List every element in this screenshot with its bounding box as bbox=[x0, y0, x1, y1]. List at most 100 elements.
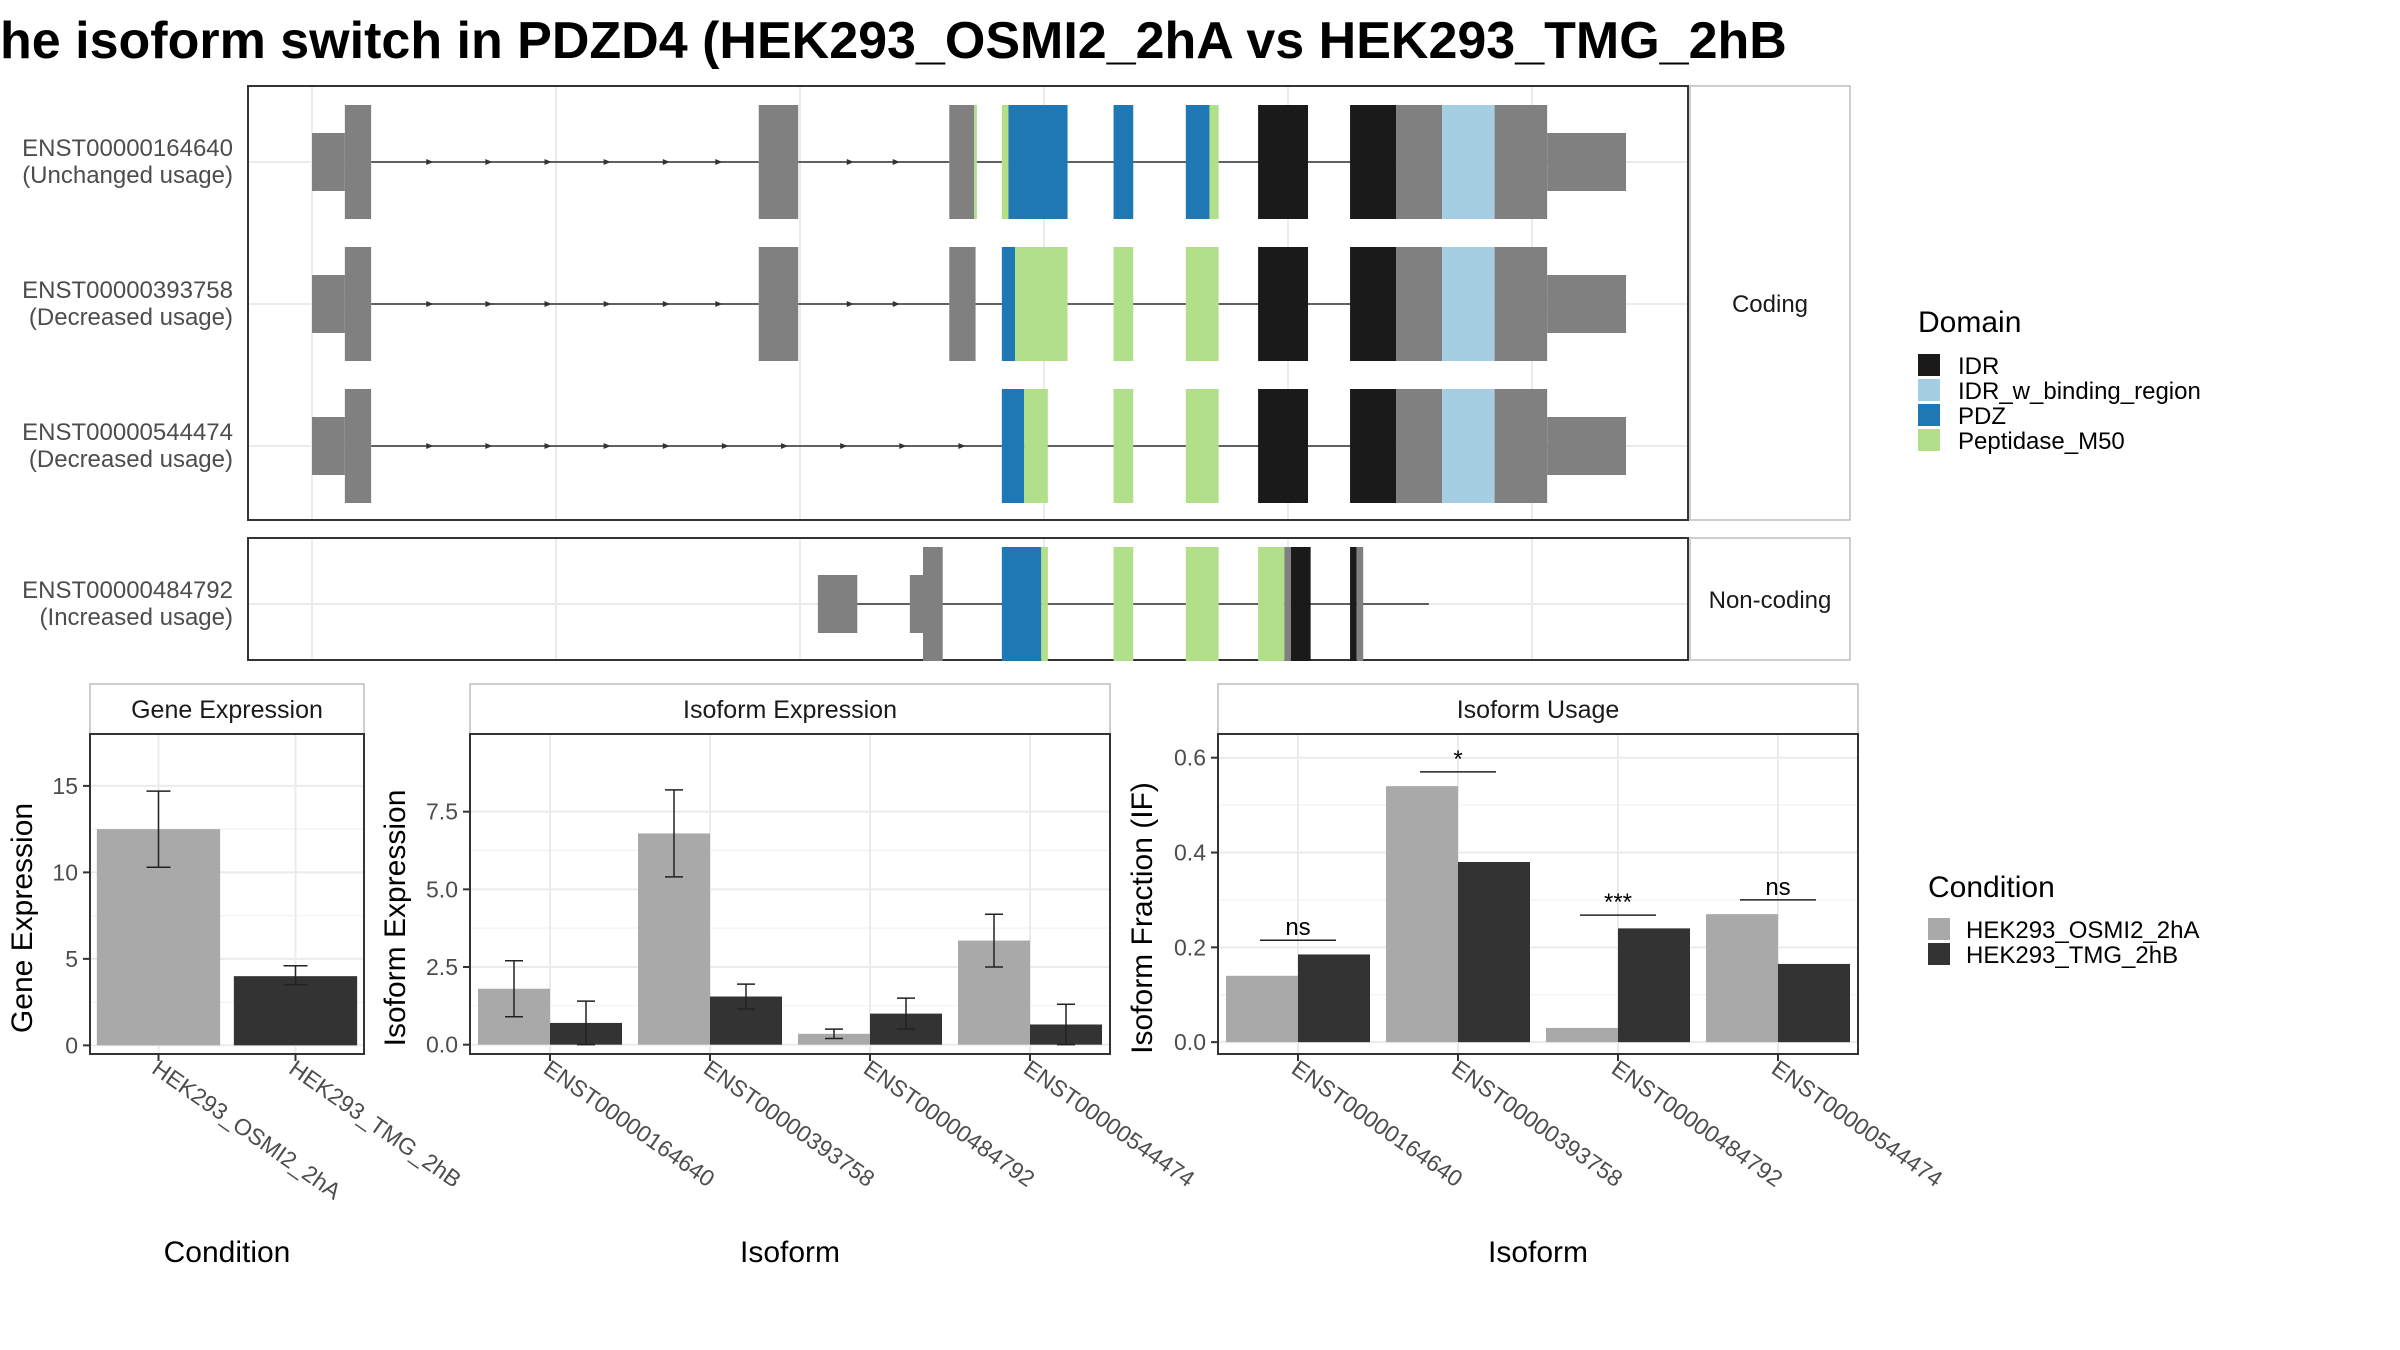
isoform-usage-strip bbox=[1217, 683, 1859, 735]
isoform-track-ENST00000164640 bbox=[312, 105, 1626, 219]
coding-strip bbox=[1689, 85, 1851, 521]
direction-arrow bbox=[544, 301, 552, 307]
exon-segment-cds bbox=[344, 247, 372, 361]
exon-segment-cds bbox=[1396, 247, 1443, 361]
x-tick-label: ENST00000393758 bbox=[1447, 1055, 1627, 1192]
error-bar bbox=[283, 965, 308, 986]
legend-key-pdz bbox=[1918, 404, 1940, 426]
exon-segment-utr bbox=[909, 575, 924, 633]
significance-label: * bbox=[1453, 746, 1462, 773]
direction-arrow bbox=[426, 301, 434, 307]
legend-key-idr bbox=[1918, 354, 1940, 376]
direction-arrow bbox=[544, 159, 552, 165]
y-tick-label: 0.0 bbox=[1174, 1029, 1206, 1055]
noncoding-strip bbox=[1689, 537, 1851, 661]
noncoding-strip-label: Non-coding bbox=[1709, 587, 1832, 614]
exon-segment-cds bbox=[758, 105, 799, 219]
legend-label-pdz: PDZ bbox=[1958, 403, 2006, 430]
exon-segment-pdz bbox=[1113, 105, 1134, 219]
direction-arrow bbox=[603, 301, 611, 307]
isoform-bar bbox=[1706, 914, 1778, 1043]
error-bar bbox=[1057, 1003, 1075, 1046]
direction-arrow bbox=[426, 159, 434, 165]
direction-arrow bbox=[899, 443, 907, 449]
exon-segment-pdz bbox=[1001, 547, 1042, 661]
direction-arrow bbox=[781, 443, 789, 449]
direction-arrow bbox=[485, 301, 493, 307]
direction-arrow bbox=[958, 443, 966, 449]
exon-segment-peptidase bbox=[1001, 105, 1009, 219]
direction-arrow bbox=[846, 159, 854, 165]
isoform-expression-xlabel: Isoform bbox=[740, 1236, 840, 1269]
figure-title: he isoform switch in PDZD4 (HEK293_OSMI2… bbox=[0, 12, 1787, 70]
gene-expression-bar bbox=[233, 976, 358, 1046]
exon-segment-peptidase bbox=[1024, 389, 1048, 503]
error-bar bbox=[505, 960, 523, 1018]
exon-segment-cds bbox=[344, 105, 372, 219]
direction-arrow bbox=[840, 443, 848, 449]
exon-segment-idr bbox=[1350, 389, 1397, 503]
legend-key-peptidase bbox=[1918, 429, 1940, 451]
exon-segment-peptidase bbox=[1113, 389, 1134, 503]
isoform-bar bbox=[1618, 928, 1690, 1043]
isoform-bar bbox=[1546, 1027, 1618, 1043]
isoform-bar bbox=[1458, 862, 1530, 1043]
legend-key-idr-binding bbox=[1918, 379, 1940, 401]
error-bar bbox=[897, 997, 915, 1030]
domain-legend-title: Domain bbox=[1918, 306, 2021, 339]
exon-segment-cds bbox=[1284, 547, 1291, 661]
exon-segment-utr bbox=[1547, 133, 1626, 191]
isoform-expression-chart: Isoform Expression 0.0 2.5 5.0 7.5 ENST00000… bbox=[379, 683, 1200, 1269]
exon-segment-idr_binding bbox=[1442, 389, 1495, 503]
y-tick-label: 0.4 bbox=[1174, 840, 1206, 866]
isoform-track-ENST00000393758 bbox=[312, 247, 1626, 361]
exon-segment-utr bbox=[817, 575, 858, 633]
exon-segment-peptidase bbox=[1041, 547, 1048, 661]
exon-segment-pdz bbox=[1001, 389, 1025, 503]
exon-segment-peptidase bbox=[1258, 547, 1285, 661]
exon-segment-idr bbox=[1258, 105, 1309, 219]
direction-arrow bbox=[846, 301, 854, 307]
y-tick-label: 15 bbox=[52, 773, 78, 799]
direction-arrow bbox=[662, 301, 670, 307]
exon-segment-pdz bbox=[1001, 247, 1015, 361]
exon-segment-cds bbox=[1494, 105, 1548, 219]
exon-segment-idr bbox=[1350, 547, 1357, 661]
error-bar bbox=[737, 983, 755, 1010]
direction-arrow bbox=[603, 443, 611, 449]
exon-segment-cds bbox=[1494, 389, 1548, 503]
exon-segment-utr bbox=[312, 417, 345, 475]
legend-label-idr-binding: IDR_w_binding_region bbox=[1958, 378, 2201, 405]
direction-arrow bbox=[662, 159, 670, 165]
isoform-usage-xlabel: Isoform bbox=[1488, 1236, 1588, 1269]
error-bar bbox=[985, 913, 1003, 968]
error-bar bbox=[146, 790, 171, 868]
exon-segment-idr_binding bbox=[1442, 105, 1495, 219]
exon-segment-pdz bbox=[1008, 105, 1068, 219]
exon-segment-peptidase bbox=[1185, 547, 1219, 661]
x-tick-label: ENST00000544474 bbox=[1019, 1055, 1200, 1192]
exon-segment-idr bbox=[1258, 247, 1309, 361]
x-tick-label: ENST00000393758 bbox=[699, 1055, 879, 1192]
y-tick-label: 5.0 bbox=[426, 876, 458, 902]
exon-segment-cds bbox=[1356, 547, 1364, 661]
direction-arrow bbox=[485, 443, 493, 449]
error-bar bbox=[665, 789, 683, 878]
exon-segment-idr bbox=[1350, 105, 1397, 219]
exon-segment-cds bbox=[758, 247, 799, 361]
y-tick-label: 5 bbox=[65, 946, 78, 972]
exon-segment-idr bbox=[1290, 547, 1311, 661]
isoform-usage-label: (Unchanged usage) bbox=[22, 162, 233, 189]
exon-segment-cds bbox=[949, 105, 975, 219]
x-tick-label: ENST00000544474 bbox=[1767, 1055, 1948, 1192]
x-tick-label: ENST00000484792 bbox=[859, 1055, 1039, 1192]
exon-segment-cds bbox=[1396, 389, 1443, 503]
noncoding-panel bbox=[247, 537, 1689, 661]
isoform-labels: ENST00000164640(Unchanged usage) ENST0000… bbox=[22, 135, 233, 631]
isoform-expression-ylabel: Isoform Expression bbox=[379, 790, 412, 1047]
exon-segment-cds bbox=[344, 389, 372, 503]
isoform-id-label: ENST00000393758 bbox=[22, 277, 233, 304]
exon-segment-peptidase bbox=[1209, 105, 1219, 219]
isoform-expression-strip-label: Isoform Expression bbox=[683, 696, 897, 724]
